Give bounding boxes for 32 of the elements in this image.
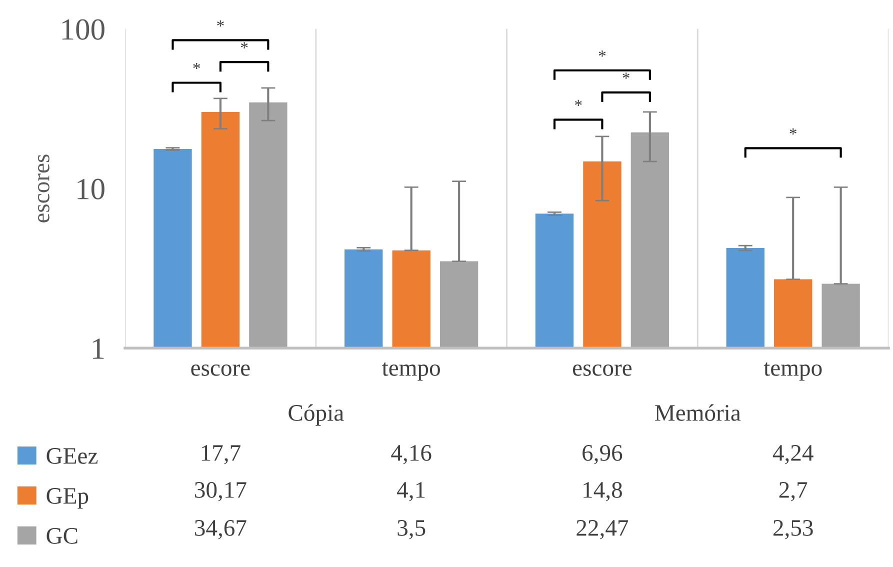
legend-label: GC bbox=[46, 528, 78, 544]
legend-label: GEez bbox=[46, 448, 98, 464]
data-label: 22,47 bbox=[576, 520, 628, 540]
y-axis-title: escores bbox=[38, 154, 50, 222]
x-tick-label: escore bbox=[572, 364, 632, 376]
data-label: 14,8 bbox=[584, 482, 622, 502]
data-label: 17,7 bbox=[202, 445, 240, 464]
text: Memória bbox=[655, 404, 741, 421]
annotation: * bbox=[598, 50, 606, 57]
data-label: 4,16 bbox=[391, 445, 432, 464]
annotation: * bbox=[193, 62, 200, 70]
annotation: * bbox=[240, 42, 248, 48]
data-label: 2,53 bbox=[773, 520, 813, 540]
y-tick-label: 100 bbox=[62, 19, 104, 40]
x-tick-label: tempo bbox=[764, 362, 822, 381]
data-label: 30,17 bbox=[195, 482, 246, 502]
annotation: * bbox=[790, 128, 796, 134]
data-label: 6,96 bbox=[582, 445, 622, 464]
data-label: 4,1 bbox=[397, 482, 425, 502]
data-label: 34,67 bbox=[195, 520, 246, 540]
y-tick-label: 1 bbox=[92, 338, 104, 359]
y-tick-label: 10 bbox=[78, 178, 104, 200]
annotation: * bbox=[575, 100, 582, 106]
annotation: * bbox=[622, 72, 630, 79]
data-label: 3,5 bbox=[398, 520, 426, 540]
x-tick-label: tempo bbox=[382, 362, 440, 381]
text: Cópia bbox=[288, 404, 344, 426]
legend-label: GEp bbox=[46, 488, 88, 509]
data-label: 4,24 bbox=[772, 445, 814, 464]
text: * bbox=[217, 20, 224, 26]
data-label: 2,7 bbox=[779, 482, 808, 502]
x-tick-label: escore bbox=[191, 364, 250, 376]
